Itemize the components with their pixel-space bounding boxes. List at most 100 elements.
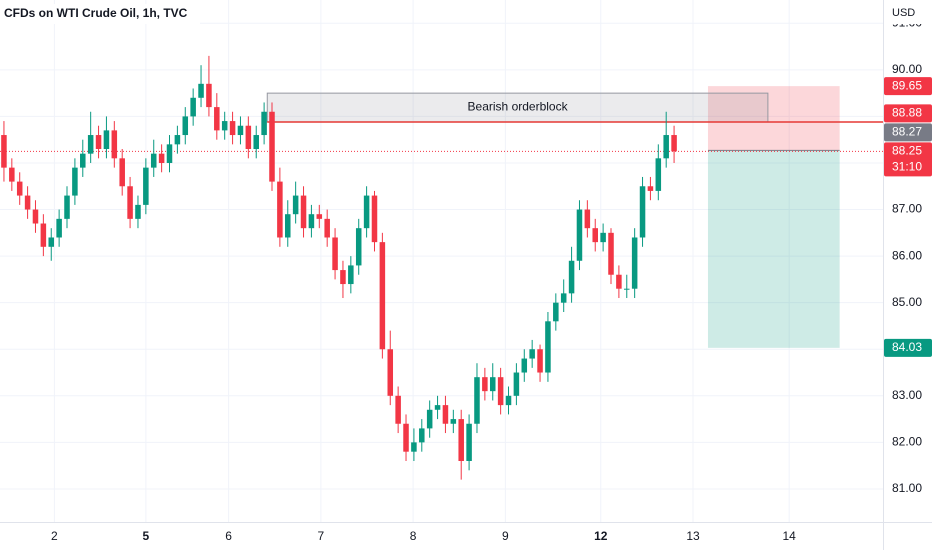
candle-body: [584, 209, 591, 229]
orderblock-box: [266, 92, 769, 123]
x-tick-label: 5: [143, 529, 150, 543]
candle-body: [600, 232, 606, 243]
x-tick-label: 13: [686, 529, 700, 543]
candle-body: [482, 377, 488, 392]
title-background: [0, 4, 200, 24]
target-zone: [707, 150, 840, 348]
price-label: 89.65: [892, 78, 922, 92]
candle-body: [489, 377, 496, 392]
candle-body: [245, 125, 252, 150]
x-tick-label: 7: [318, 529, 325, 543]
candle-body: [560, 293, 567, 303]
x-tick-label: 14: [783, 529, 797, 543]
candle-body: [537, 349, 543, 373]
candle-body: [592, 228, 598, 243]
candle-body: [332, 237, 338, 271]
candle-body: [363, 195, 370, 229]
currency-label: USD: [892, 7, 915, 19]
candle-body: [466, 423, 472, 461]
candle-body: [497, 377, 504, 406]
candle-body: [103, 130, 110, 150]
candle-body: [411, 442, 417, 452]
candle-body: [663, 135, 669, 159]
candle-body: [261, 111, 267, 136]
candle-body: [458, 419, 464, 461]
candle-body: [292, 195, 299, 215]
candle-body: [143, 167, 149, 205]
candle-body: [95, 135, 102, 150]
candle-body: [505, 395, 512, 406]
currency-background: [884, 0, 932, 24]
price-label-box: [884, 104, 932, 123]
candle-body: [521, 358, 528, 373]
candle-body: [300, 195, 307, 229]
candle-body: [253, 135, 259, 150]
candle-body: [387, 349, 394, 396]
candle-body: [64, 195, 70, 219]
candle-body: [237, 125, 244, 136]
candle-body: [553, 302, 559, 322]
candle-body: [403, 423, 409, 452]
candle-body: [174, 135, 181, 145]
candle-body: [269, 111, 275, 182]
candle-body: [206, 83, 212, 108]
candle-body: [616, 274, 622, 289]
x-tick-label: 6: [225, 529, 232, 543]
chart-title: CFDs on WTI Crude Oil, 1h, TVC: [4, 6, 188, 20]
x-tick-label: 2: [51, 529, 58, 543]
candle-body: [631, 237, 638, 289]
candle-body: [229, 121, 236, 136]
x-tick-label: 8: [410, 529, 417, 543]
candle-body: [198, 83, 204, 98]
candle-body: [545, 321, 551, 373]
candle-body: [285, 214, 291, 238]
candle-body: [214, 107, 220, 131]
y-tick-label: 85.00: [892, 295, 922, 309]
candle-body: [371, 195, 378, 243]
candle-body: [529, 349, 535, 359]
candle-body: [624, 288, 630, 290]
candle-body: [419, 428, 425, 443]
y-tick-label: 81.00: [892, 481, 922, 495]
candle-body: [40, 223, 47, 247]
candle-body: [190, 97, 196, 117]
orderblock-label: Bearish orderblock: [468, 100, 569, 114]
candle-body: [119, 158, 125, 187]
labels-layer: CFDs on WTI Crude Oil, 1h, TVC USD 89.65…: [0, 0, 932, 357]
y-tick-label: 86.00: [892, 248, 922, 262]
y-tick-label: 83.00: [892, 388, 922, 402]
price-label-box: [884, 77, 932, 96]
candle-body: [576, 209, 583, 261]
candle-body: [32, 209, 39, 224]
candles-layer: [1, 55, 677, 480]
price-label-box: [884, 142, 932, 177]
y-tick-label: 87.00: [892, 202, 922, 216]
candle-body: [72, 167, 78, 196]
candle-body: [277, 181, 283, 238]
candle-body: [639, 186, 646, 238]
candle-body: [442, 405, 449, 424]
grid-layer: [0, 0, 883, 522]
price-label: 84.03: [892, 340, 922, 354]
candle-body: [671, 135, 677, 152]
candle-body: [395, 395, 401, 424]
candle-body: [434, 405, 441, 410]
candle-body: [87, 135, 94, 154]
candle-body: [127, 186, 133, 219]
candle-body: [324, 218, 330, 238]
candle-body: [340, 270, 346, 285]
candle-body: [655, 158, 662, 191]
stop-zone: [707, 86, 840, 151]
candle-body: [379, 242, 386, 350]
candle-body: [513, 372, 520, 396]
candle-body: [48, 237, 55, 247]
price-label: 88.25: [892, 144, 922, 158]
y-tick-label: 82.00: [892, 435, 922, 449]
candle-body: [450, 419, 457, 424]
candle-body: [150, 153, 157, 168]
candle-body: [24, 195, 31, 210]
drawings-layer: Bearish orderblock: [0, 86, 883, 348]
candle-body: [1, 135, 7, 168]
